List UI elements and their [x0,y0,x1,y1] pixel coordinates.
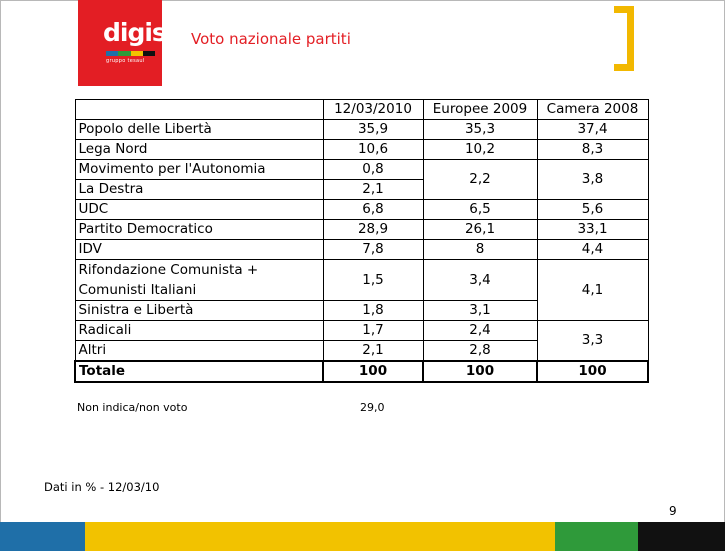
header-cell [74,99,324,120]
bracket-decoration [614,6,634,71]
page-number: 9 [669,504,677,518]
logo-subtitle: gruppo tesaul [106,58,145,64]
table-row: Movimento per l'Autonomia 0,8 2,2 3,8 [74,159,649,200]
value-cell: 10,6 [322,139,424,160]
table-row: Radicali 1,7 2,4 3,3 [74,320,649,362]
value-cell: 3,3 [536,320,649,362]
table-row: Lega Nord 10,6 10,2 8,3 [74,139,649,160]
value-cell: 35,3 [422,119,538,140]
logo-color-stripe [106,51,155,56]
party-name: UDC [74,199,324,220]
party-name: Lega Nord [74,139,324,160]
value-cell: 33,1 [536,219,649,240]
party-name: Movimento per l'Autonomia [74,159,324,180]
value-cell: 35,9 [322,119,424,140]
non-voto-value: 29,0 [360,401,385,414]
value-cell: 4,4 [536,239,649,260]
party-name: IDV [74,239,324,260]
value-cell: 2,8 [422,340,538,362]
bar-segment-green [555,522,638,551]
party-name: Rifondazione Comunista + Comunisti Itali… [74,259,324,301]
total-row: Totale 100 100 100 [74,360,649,383]
table-row: IDV 7,8 8 4,4 [74,239,649,260]
value-cell: 6,8 [322,199,424,220]
party-name: Altri [74,340,324,362]
value-cell: 37,4 [536,119,649,140]
header-cell: Europee 2009 [422,99,538,120]
table-header-row: 12/03/2010 Europee 2009 Camera 2008 [74,99,649,120]
party-name: La Destra [74,179,324,200]
value-cell: 8,3 [536,139,649,160]
value-cell: 26,1 [422,219,538,240]
bar-segment-yellow [85,522,555,551]
table-row: Partito Democratico 28,9 26,1 33,1 [74,219,649,240]
value-cell: 2,2 [422,159,538,200]
party-name: Sinistra e Libertà [74,300,324,321]
value-cell: 3,8 [536,159,649,200]
party-name-line: Comunisti Italiani [78,282,197,298]
value-cell: 28,9 [322,219,424,240]
value-cell: 3,4 [422,259,538,301]
value-cell: 7,8 [322,239,424,260]
value-cell: 0,8 [322,159,424,180]
value-cell: 5,6 [536,199,649,220]
logo-wordmark: digis [103,18,167,47]
value-cell: 8 [422,239,538,260]
value-cell: 6,5 [422,199,538,220]
header-cell: 12/03/2010 [322,99,424,120]
total-value: 100 [322,360,424,383]
total-label: Totale [74,360,324,383]
value-cell: 2,1 [322,340,424,362]
non-voto-label: Non indica/non voto [77,401,188,414]
party-name: Popolo delle Libertà [74,119,324,140]
value-cell: 1,5 [322,259,424,301]
bar-segment-blue [0,522,85,551]
total-value: 100 [536,360,649,383]
data-footnote: Dati in % - 12/03/10 [44,480,160,494]
table-row: Rifondazione Comunista + Comunisti Itali… [74,259,649,321]
value-cell: 1,7 [322,320,424,341]
value-cell: 1,8 [322,300,424,321]
bar-segment-black [638,522,725,551]
value-cell: 2,1 [322,179,424,200]
slide-title: Voto nazionale partiti [191,30,351,48]
results-table: 12/03/2010 Europee 2009 Camera 2008 Popo… [74,99,649,383]
header-cell: Camera 2008 [536,99,649,120]
value-cell: 4,1 [536,259,649,321]
table-row: Sinistra e Libertà 1,8 3,1 [74,300,648,321]
table-row: UDC 6,8 6,5 5,6 [74,199,649,220]
party-name: Partito Democratico [74,219,324,240]
party-name: Radicali [74,320,324,341]
value-cell: 2,4 [422,320,538,341]
digis-logo: digis gruppo tesaul [78,0,167,86]
value-cell: 10,2 [422,139,538,160]
bottom-color-bar [0,522,725,551]
party-name-line: Rifondazione Comunista + [78,262,259,278]
table-row: Altri 2,1 2,8 [74,340,648,362]
value-cell: 3,1 [422,300,538,321]
total-value: 100 [422,360,538,383]
table-row: Popolo delle Libertà 35,9 35,3 37,4 [74,119,649,140]
